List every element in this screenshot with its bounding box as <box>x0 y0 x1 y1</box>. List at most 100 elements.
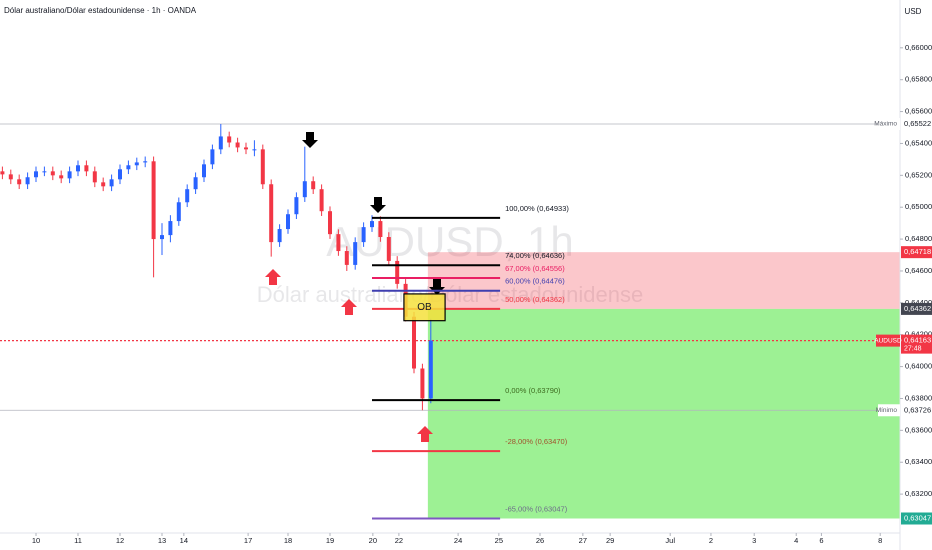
stop-zone <box>427 252 900 309</box>
x-tick-label: 25 <box>495 536 503 545</box>
candle-body <box>134 162 139 166</box>
y-tick-label: 0,64400 <box>905 298 932 307</box>
y-tick-label: 0,64800 <box>905 234 932 243</box>
candle-body <box>17 179 22 185</box>
last-price-label: 0,64163 <box>904 336 931 345</box>
x-tick-label: 2 <box>709 536 713 545</box>
max-badge-label: 0,65522 <box>904 119 931 128</box>
candle-body <box>294 197 299 215</box>
candle-body <box>185 189 190 203</box>
candle-body <box>50 171 55 176</box>
candle-body <box>117 169 122 180</box>
x-tick-label: 19 <box>326 536 334 545</box>
x-tick-label: 18 <box>284 536 292 545</box>
max-badge <box>901 118 932 131</box>
fib-label: 67,00% (0,64556) <box>505 264 565 273</box>
y-tick-label: 0,65200 <box>905 170 932 179</box>
entry-badge-label: 0,64362 <box>904 304 931 313</box>
max-name-box <box>878 118 900 131</box>
candle-body <box>235 142 240 148</box>
candle-body <box>218 136 223 150</box>
down-arrow <box>370 197 386 213</box>
stop-badge <box>901 246 932 259</box>
candle-body <box>370 221 375 228</box>
min-name-box <box>878 404 900 417</box>
y-tick-label: 0,65400 <box>905 138 932 147</box>
up-arrow <box>341 299 357 315</box>
symbol-badge <box>876 334 900 347</box>
candle-body <box>353 242 358 265</box>
max-name: Máximo <box>874 121 897 128</box>
candle-body <box>286 214 291 230</box>
candle-body <box>75 165 80 172</box>
candle-body <box>277 229 282 243</box>
order-block <box>403 293 446 322</box>
candle-body <box>311 181 316 190</box>
candle-body <box>193 177 198 190</box>
down-arrow <box>302 132 318 148</box>
candle-body <box>420 368 425 399</box>
y-tick-label: 0,65800 <box>905 75 932 84</box>
candle-body <box>201 164 206 178</box>
candle-body <box>210 149 215 165</box>
target-badge-label: 0,63047 <box>904 513 931 522</box>
symbol-label: AUDUSD <box>874 337 902 344</box>
x-tick-label: 4 <box>794 536 798 545</box>
candle-body <box>101 182 106 187</box>
candle-body <box>412 316 417 369</box>
x-tick-label: 29 <box>606 536 614 545</box>
x-tick-label: 22 <box>395 536 403 545</box>
candle-body <box>67 171 72 179</box>
y-tick-label: 0,63400 <box>905 457 932 466</box>
candle-body <box>378 221 383 238</box>
candle-body <box>42 171 47 173</box>
candle-body <box>25 177 30 185</box>
chart-title: Dólar australiano/Dólar estadounidense ·… <box>4 6 197 15</box>
min-badge-label: 0,63726 <box>904 405 931 414</box>
fib-label: 74,00% (0,64636) <box>505 251 565 260</box>
y-tick-label: 0,64000 <box>905 362 932 371</box>
candle-body <box>227 136 232 143</box>
candle-body <box>386 237 391 261</box>
y-tick-label: 0,63800 <box>905 393 932 402</box>
y-tick-label: 0,66000 <box>905 43 932 52</box>
candle-body <box>0 171 5 175</box>
candle-body <box>159 235 164 240</box>
watermark-description: Dólar australiano/Dólar estadounidense <box>257 282 643 307</box>
y-tick-label: 0,63200 <box>905 489 932 498</box>
fib-label: 60,00% (0,64476) <box>505 277 565 286</box>
x-tick-label: 24 <box>454 536 462 545</box>
candle-body <box>168 221 173 236</box>
candle-body <box>395 260 400 284</box>
candle-body <box>143 161 148 163</box>
x-tick-label: 12 <box>116 536 124 545</box>
y-tick-label: 0,64600 <box>905 266 932 275</box>
order-block-label: OB <box>417 302 432 313</box>
y-tick-label: 0,63600 <box>905 425 932 434</box>
candle-body <box>109 179 114 187</box>
up-arrow <box>265 269 281 285</box>
candle-body <box>344 251 349 265</box>
candle-body <box>252 149 257 151</box>
candle-body <box>59 175 64 179</box>
candle-body <box>8 174 13 180</box>
candle-body <box>302 181 307 198</box>
x-tick-label: 10 <box>32 536 40 545</box>
candle-body <box>428 340 433 399</box>
last-price-badge <box>901 334 932 354</box>
up-arrow <box>417 426 433 442</box>
stop-badge-label: 0,64718 <box>904 247 931 256</box>
x-tick-label: 27 <box>579 536 587 545</box>
candle-body <box>126 165 131 170</box>
fib-label: 0,00% (0,63790) <box>505 386 561 395</box>
plot: AUDUSD, 1h Dólar australiano/Dólar estado… <box>0 123 900 519</box>
candle-body <box>176 202 181 222</box>
watermark: AUDUSD, 1h <box>326 218 573 265</box>
x-tick-label: 13 <box>158 536 166 545</box>
fib-label: 100,00% (0,64933) <box>505 204 569 213</box>
x-tick-label: 17 <box>244 536 252 545</box>
x-tick-label: 20 <box>369 536 377 545</box>
currency: USD <box>905 7 922 16</box>
x-tick-label: Jul <box>665 536 675 545</box>
